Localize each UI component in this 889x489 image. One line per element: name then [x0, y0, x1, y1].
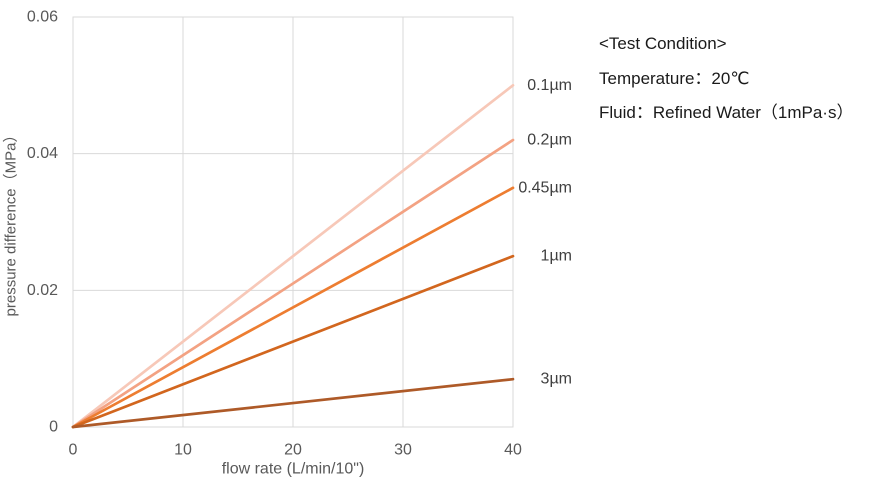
condition-temperature: Temperature：20℃: [599, 68, 750, 88]
condition-fluid: Fluid：Refined Water（1mPa·s）: [599, 103, 854, 122]
x-tick-label: 20: [284, 442, 302, 459]
series-line: [71, 377, 515, 429]
series-label: 0.45µm: [518, 179, 572, 196]
x-tick-label: 10: [174, 442, 192, 459]
x-tick-label: 0: [69, 442, 78, 459]
series-line: [71, 83, 515, 429]
y-tick-label: 0.02: [27, 282, 58, 299]
plot-border: [72, 16, 514, 428]
series-label: 0.1µm: [527, 77, 572, 94]
x-axis-title: flow rate (L/min/10"): [222, 461, 365, 478]
y-tick-label: 0: [49, 419, 58, 436]
x-tick-label: 30: [394, 442, 412, 459]
series-line: [71, 138, 515, 429]
x-tick-label: 40: [504, 442, 522, 459]
series-label: 3µm: [541, 371, 572, 388]
y-axis-title: pressure difference（MPa）: [3, 128, 20, 317]
series-line: [71, 186, 515, 429]
y-tick-label: 0.04: [27, 145, 58, 162]
test-conditions-title: <Test Condition>: [599, 34, 727, 53]
series-line: [71, 254, 515, 429]
series-label: 0.2µm: [527, 132, 572, 149]
test-conditions: <Test Condition> Temperature：20℃ Fluid：R…: [599, 27, 853, 131]
y-tick-label: 0.06: [27, 9, 58, 26]
series-label: 1µm: [541, 248, 572, 265]
